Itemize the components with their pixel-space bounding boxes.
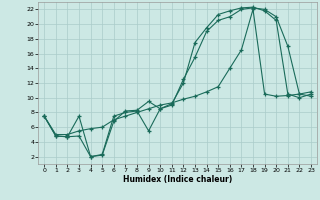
X-axis label: Humidex (Indice chaleur): Humidex (Indice chaleur) — [123, 175, 232, 184]
